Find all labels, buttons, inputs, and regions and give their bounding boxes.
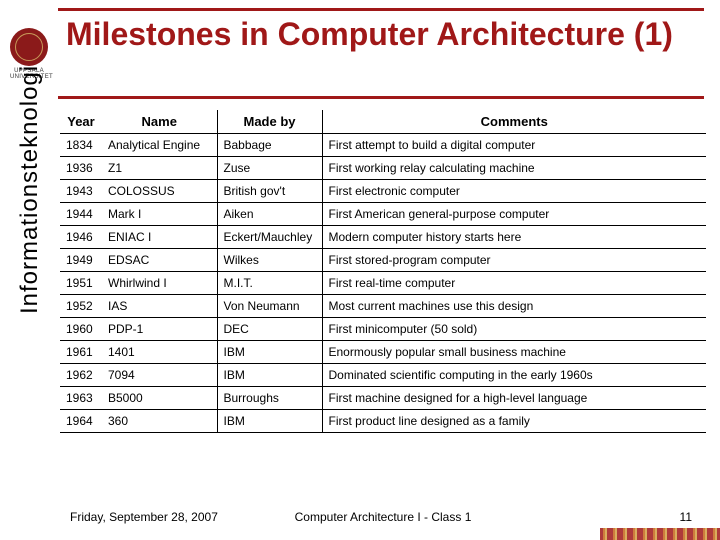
table-row: 1943COLOSSUSBritish gov'tFirst electroni… (60, 180, 706, 203)
cell-madeby: DEC (217, 318, 322, 341)
cell-madeby: M.I.T. (217, 272, 322, 295)
cell-year: 1964 (60, 410, 102, 433)
cell-madeby: IBM (217, 341, 322, 364)
cell-madeby: IBM (217, 364, 322, 387)
cell-year: 1960 (60, 318, 102, 341)
milestones-table: Year Name Made by Comments 1834Analytica… (60, 110, 706, 433)
cell-comments: First stored-program computer (322, 249, 706, 272)
table-row: 1834Analytical EngineBabbageFirst attemp… (60, 134, 706, 157)
cell-comments: First product line designed as a family (322, 410, 706, 433)
cell-year: 1936 (60, 157, 102, 180)
cell-madeby: Von Neumann (217, 295, 322, 318)
cell-madeby: Eckert/Mauchley (217, 226, 322, 249)
table-row: 1963B5000BurroughsFirst machine designed… (60, 387, 706, 410)
cell-year: 1962 (60, 364, 102, 387)
table-row: 1936Z1ZuseFirst working relay calculatin… (60, 157, 706, 180)
cell-name: IAS (102, 295, 217, 318)
cell-madeby: Wilkes (217, 249, 322, 272)
cell-comments: Most current machines use this design (322, 295, 706, 318)
cell-comments: Dominated scientific computing in the ea… (322, 364, 706, 387)
cell-comments: First real-time computer (322, 272, 706, 295)
col-madeby: Made by (217, 110, 322, 134)
decorative-stripes (600, 528, 720, 540)
cell-madeby: Babbage (217, 134, 322, 157)
cell-name: ENIAC I (102, 226, 217, 249)
cell-year: 1946 (60, 226, 102, 249)
footer-date: Friday, September 28, 2007 (70, 510, 218, 524)
table-row: 1964360IBMFirst product line designed as… (60, 410, 706, 433)
cell-comments: Enormously popular small business machin… (322, 341, 706, 364)
table-row: 1946ENIAC IEckert/MauchleyModern compute… (60, 226, 706, 249)
footer-page-number: 11 (680, 510, 692, 524)
cell-madeby: Aiken (217, 203, 322, 226)
table-row: 19627094IBMDominated scientific computin… (60, 364, 706, 387)
table-row: 1944Mark IAikenFirst American general-pu… (60, 203, 706, 226)
cell-year: 1944 (60, 203, 102, 226)
cell-year: 1949 (60, 249, 102, 272)
cell-name: Whirlwind I (102, 272, 217, 295)
table-row: 1952IASVon NeumannMost current machines … (60, 295, 706, 318)
col-name: Name (102, 110, 217, 134)
col-year: Year (60, 110, 102, 134)
cell-comments: First American general-purpose computer (322, 203, 706, 226)
slide-title: Milestones in Computer Architecture (1) (66, 16, 673, 53)
title-top-border (58, 8, 704, 11)
cell-comments: First electronic computer (322, 180, 706, 203)
cell-year: 1943 (60, 180, 102, 203)
table-row: 1951Whirlwind IM.I.T.First real-time com… (60, 272, 706, 295)
cell-year: 1963 (60, 387, 102, 410)
table-row: 1960PDP-1DECFirst minicomputer (50 sold) (60, 318, 706, 341)
cell-name: B5000 (102, 387, 217, 410)
cell-name: 360 (102, 410, 217, 433)
footer-course: Computer Architecture I - Class 1 (295, 510, 472, 524)
cell-name: Mark I (102, 203, 217, 226)
cell-comments: First minicomputer (50 sold) (322, 318, 706, 341)
cell-name: EDSAC (102, 249, 217, 272)
milestones-table-container: Year Name Made by Comments 1834Analytica… (60, 110, 706, 433)
department-label: Informationsteknologi (16, 65, 44, 314)
table-row: 19611401IBMEnormously popular small busi… (60, 341, 706, 364)
cell-name: COLOSSUS (102, 180, 217, 203)
cell-madeby: Zuse (217, 157, 322, 180)
cell-name: 1401 (102, 341, 217, 364)
cell-name: 7094 (102, 364, 217, 387)
table-header-row: Year Name Made by Comments (60, 110, 706, 134)
title-bottom-border (58, 96, 704, 99)
cell-year: 1834 (60, 134, 102, 157)
cell-comments: First machine designed for a high-level … (322, 387, 706, 410)
cell-name: Analytical Engine (102, 134, 217, 157)
cell-comments: First working relay calculating machine (322, 157, 706, 180)
cell-comments: Modern computer history starts here (322, 226, 706, 249)
col-comments: Comments (322, 110, 706, 134)
cell-madeby: British gov't (217, 180, 322, 203)
table-row: 1949EDSACWilkesFirst stored-program comp… (60, 249, 706, 272)
university-logo (10, 28, 48, 66)
cell-name: PDP-1 (102, 318, 217, 341)
cell-madeby: Burroughs (217, 387, 322, 410)
cell-madeby: IBM (217, 410, 322, 433)
left-sidebar: UPPSALA UNIVERSITET Informationsteknolog… (0, 0, 58, 540)
cell-year: 1952 (60, 295, 102, 318)
cell-name: Z1 (102, 157, 217, 180)
cell-year: 1951 (60, 272, 102, 295)
cell-year: 1961 (60, 341, 102, 364)
cell-comments: First attempt to build a digital compute… (322, 134, 706, 157)
